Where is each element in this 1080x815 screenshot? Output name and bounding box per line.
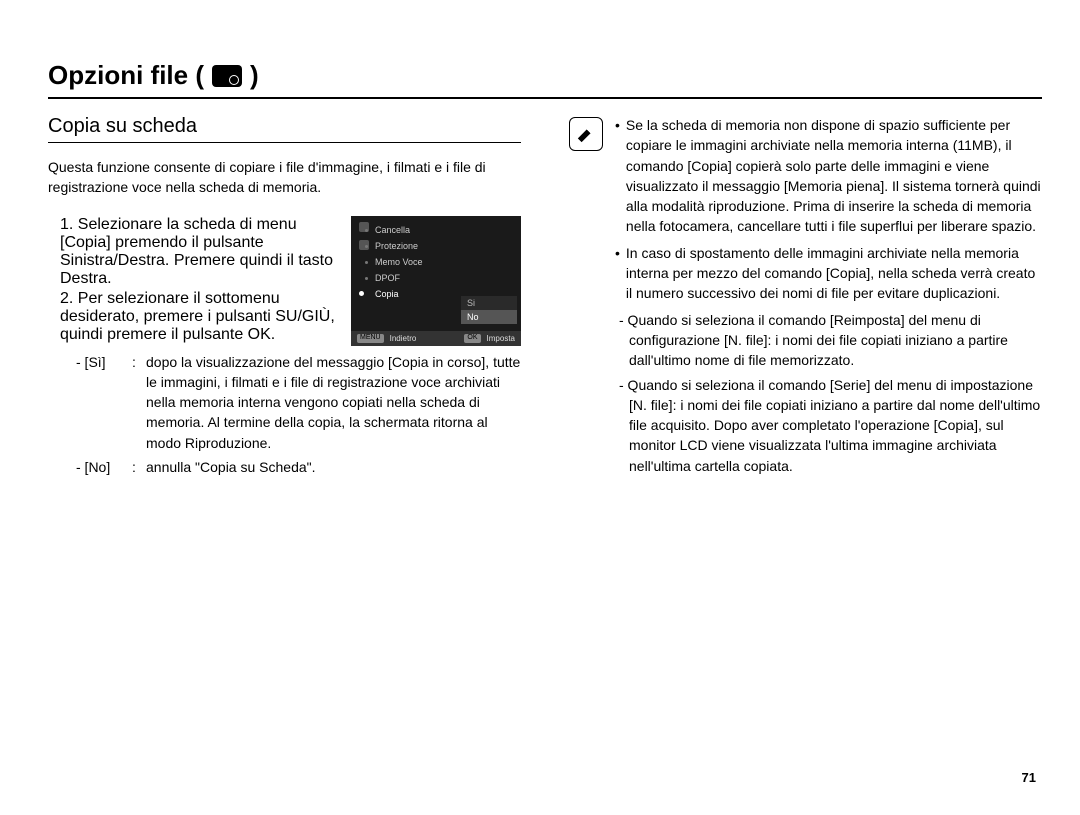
option-si: - [Sì] : dopo la visualizzazione del mes… <box>76 352 521 453</box>
option-si-desc: dopo la visualizzazione del messaggio [C… <box>146 352 521 453</box>
title-text-close: ) <box>250 60 259 91</box>
menu-back-tag: MENU <box>357 334 384 343</box>
note-text-1: Se la scheda di memoria non dispone di s… <box>626 115 1042 237</box>
step-2: 2. Per selezionare il sottomenu desidera… <box>60 290 341 344</box>
menu-ok-tag: OK <box>464 334 480 343</box>
menu-item-label: Protezione <box>375 241 418 251</box>
left-column: Copia su scheda Questa funzione consente… <box>48 115 521 481</box>
option-si-label: - [Sì] <box>76 352 132 453</box>
camera-menu-screenshot: Cancella Protezione Memo Voce DPOF Copia… <box>351 216 521 346</box>
step-1: 1. Selezionare la scheda di menu [Copia]… <box>60 216 341 288</box>
section-title: Copia su scheda <box>48 115 521 143</box>
submenu-item: Si <box>461 296 517 310</box>
page-title: Opzioni file ( ) <box>48 60 1042 99</box>
title-text-open: Opzioni file ( <box>48 60 204 91</box>
steps-text: 1. Selezionare la scheda di menu [Copia]… <box>48 216 341 344</box>
note-text-2: In caso di spostamento delle immagini ar… <box>626 243 1042 304</box>
steps-block: 1. Selezionare la scheda di menu [Copia]… <box>48 216 521 346</box>
menu-item: Memo Voce <box>351 254 521 270</box>
menu-item-label: Memo Voce <box>375 257 423 267</box>
menu-back-label: Indietro <box>390 334 417 343</box>
submenu: Si No <box>461 296 517 324</box>
option-no-label: - [No] <box>76 457 132 477</box>
option-colon: : <box>132 352 146 453</box>
note-bullet-2: • In caso di spostamento delle immagini … <box>615 243 1042 304</box>
content-columns: Copia su scheda Questa funzione consente… <box>48 115 1042 481</box>
menu-footer: MENU Indietro OK Imposta <box>351 331 521 346</box>
submenu-item-highlight: No <box>461 310 517 324</box>
note-subitem-2: - Quando si seleziona il comando [Serie]… <box>615 375 1042 476</box>
note-bullet-1: • Se la scheda di memoria non dispone di… <box>615 115 1042 237</box>
option-no-desc: annulla "Copia su Scheda". <box>146 457 521 477</box>
menu-item-label: Copia <box>375 289 399 299</box>
note-box: • Se la scheda di memoria non dispone di… <box>569 115 1042 480</box>
menu-item: Cancella <box>351 222 521 238</box>
pencil-icon <box>573 121 598 146</box>
note-subitem-1: - Quando si seleziona il comando [Reimpo… <box>615 310 1042 371</box>
note-content: • Se la scheda di memoria non dispone di… <box>615 115 1042 480</box>
option-colon: : <box>132 457 146 477</box>
menu-item-label: DPOF <box>375 273 400 283</box>
right-column: • Se la scheda di memoria non dispone di… <box>569 115 1042 481</box>
file-options-icon <box>212 65 242 87</box>
option-list: - [Sì] : dopo la visualizzazione del mes… <box>48 352 521 478</box>
option-no: - [No] : annulla "Copia su Scheda". <box>76 457 521 477</box>
note-icon <box>569 117 603 151</box>
bullet-dot-icon: • <box>615 243 620 304</box>
menu-item: DPOF <box>351 270 521 286</box>
menu-item: Protezione <box>351 238 521 254</box>
menu-item-label: Cancella <box>375 225 410 235</box>
menu-set-label: Imposta <box>487 334 515 343</box>
intro-paragraph: Questa funzione consente di copiare i fi… <box>48 157 521 198</box>
page-number: 71 <box>1022 770 1036 785</box>
bullet-dot-icon: • <box>615 115 620 237</box>
